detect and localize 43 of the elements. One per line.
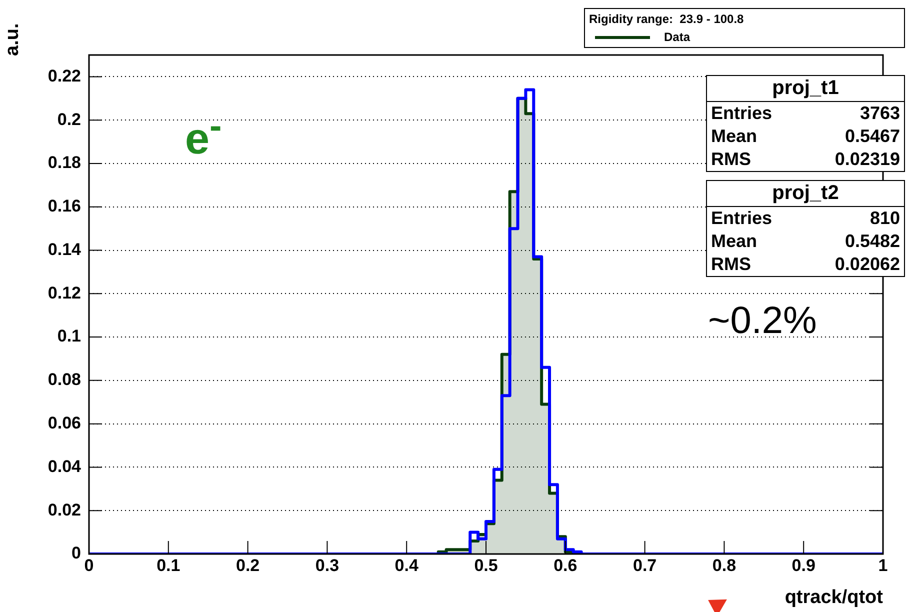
legend-label: Data (664, 30, 690, 44)
x-tick-label: 0.6 (554, 556, 578, 575)
annotation: 0.5482 (844, 231, 900, 252)
y-tick-label: 0.02 (48, 500, 81, 520)
annotation: Entries (711, 103, 772, 124)
y-tick-label: 0.18 (48, 153, 81, 172)
annotation: Mean (711, 126, 758, 147)
x-tick-label: 0.9 (792, 556, 816, 575)
y-tick-label: 0.16 (48, 196, 81, 216)
y-tick-label: 0.06 (48, 414, 81, 433)
x-tick-label: 0.3 (315, 556, 340, 575)
y-tick-label: 0.04 (48, 456, 82, 476)
annotation: 0.02319 (834, 149, 900, 170)
x-tick-label: 1 (878, 556, 888, 575)
legend-title: Rigidity range: 23.9 - 100.8 (589, 12, 745, 26)
y-tick-label: 0.2 (57, 110, 81, 129)
annotation: Entries (711, 208, 772, 229)
y-tick-label: 0.14 (48, 240, 82, 259)
x-axis-title: qtrack/qtot (784, 587, 883, 609)
y-tick-label: 0.22 (48, 66, 81, 86)
annotation: 3763 (860, 103, 900, 124)
y-tick-label: 0.08 (48, 370, 81, 390)
annotation: 0.5467 (844, 126, 900, 147)
x-tick-label: 0.8 (712, 556, 736, 575)
annotation: proj_t1 (707, 76, 904, 102)
x-tick-label: 0.7 (632, 556, 657, 575)
annotation: Mean (711, 231, 758, 252)
x-tick-label: 0.2 (236, 556, 260, 575)
x-tick-label: 0.4 (394, 556, 419, 575)
y-tick-label: 0.1 (57, 326, 81, 346)
y-tick-label: 0.12 (48, 283, 81, 302)
annotation: RMS (711, 254, 751, 275)
y-axis-title: a.u. (2, 23, 24, 56)
annotation: RMS (711, 149, 751, 170)
annotation: 0.02062 (834, 254, 900, 275)
annotation: 810 (870, 208, 900, 229)
annotation: proj_t2 (707, 181, 904, 207)
x-tick-label: 0.1 (156, 556, 180, 575)
x-tick-label: 0.5 (474, 556, 498, 575)
annotation: e$^{-}$ (185, 105, 222, 165)
annotation: ~0.2% (708, 300, 817, 343)
y-tick-label: 0 (72, 544, 81, 563)
x-tick-label: 0 (84, 556, 94, 575)
